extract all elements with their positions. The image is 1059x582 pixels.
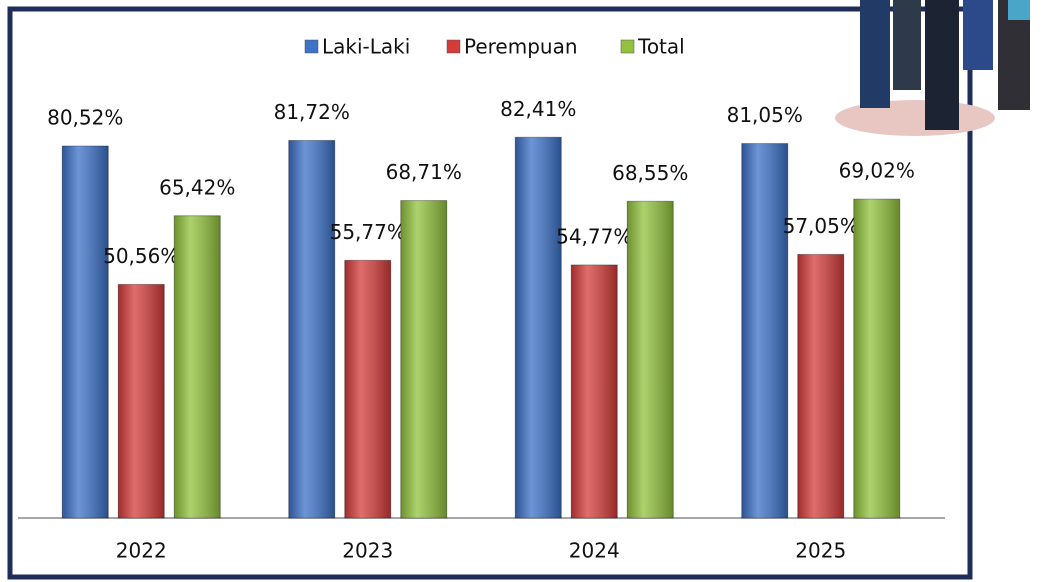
x-tick-label: 2023	[342, 539, 393, 563]
value-label: 57,05%	[783, 214, 859, 238]
bar-shine	[288, 140, 335, 518]
bar-shine	[741, 143, 788, 518]
value-label: 50,56%	[103, 244, 179, 268]
bar-shine	[62, 145, 109, 518]
legend-swatch	[446, 39, 461, 54]
bar-shine	[797, 254, 844, 518]
legend-swatch	[304, 39, 319, 54]
bar-shine	[571, 264, 618, 518]
x-tick-label: 2022	[116, 539, 167, 563]
value-label: 68,71%	[386, 160, 462, 184]
value-label: 69,02%	[839, 159, 915, 183]
legend-label: Perempuan	[464, 35, 578, 59]
bar-shine	[515, 137, 562, 518]
value-label: 80,52%	[47, 105, 123, 129]
people-illustration	[835, 0, 1030, 136]
legend-label: Laki-Laki	[322, 35, 410, 59]
bar-shine	[853, 199, 900, 518]
bar-shine	[118, 284, 165, 518]
value-label: 81,05%	[727, 103, 803, 127]
x-tick-label: 2025	[795, 539, 846, 563]
value-label: 54,77%	[556, 224, 632, 248]
bar-shine	[400, 200, 447, 518]
bar-shine	[344, 260, 391, 518]
legend-swatch	[620, 39, 635, 54]
legend-label: Total	[637, 35, 685, 59]
value-label: 68,55%	[612, 161, 688, 185]
value-label: 82,41%	[500, 97, 576, 121]
value-label: 81,72%	[274, 100, 350, 124]
value-label: 55,77%	[330, 220, 406, 244]
value-label: 65,42%	[159, 175, 235, 199]
bar-shine	[174, 215, 221, 519]
bar-shine	[627, 201, 674, 518]
x-tick-label: 2024	[569, 539, 620, 563]
